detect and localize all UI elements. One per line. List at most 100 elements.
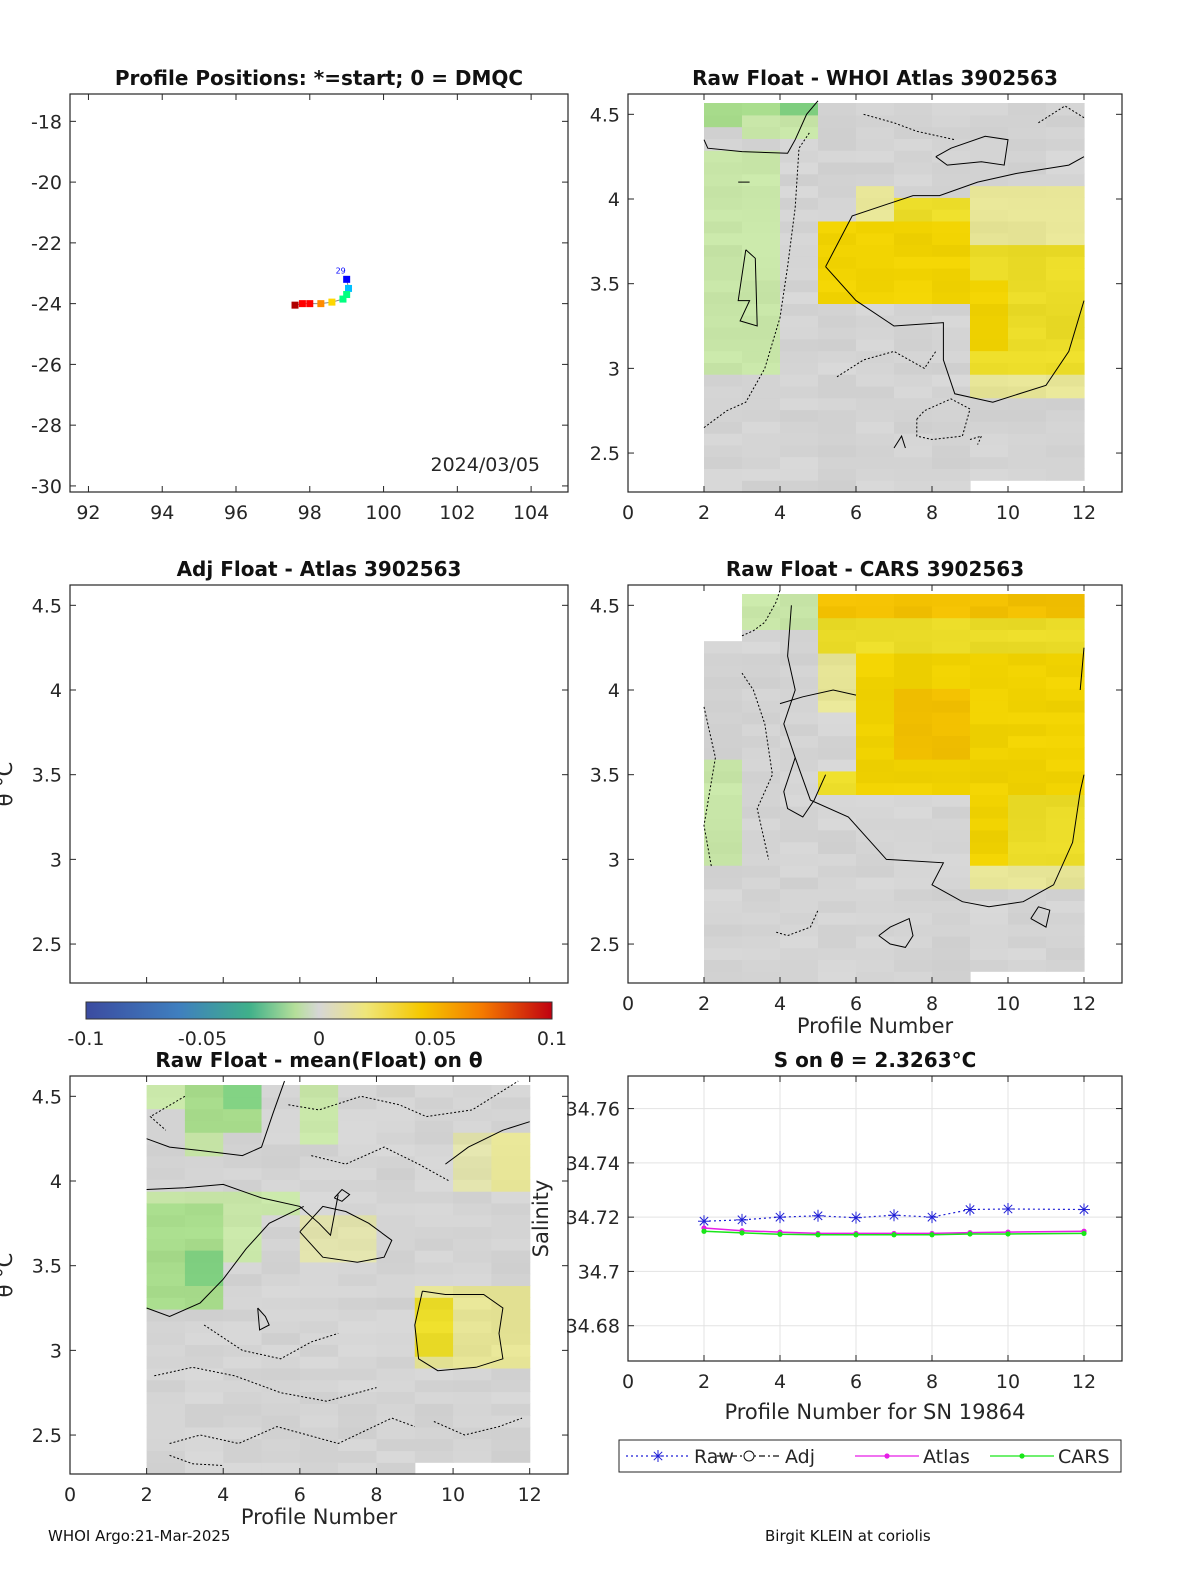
heatmap-cell — [780, 688, 819, 701]
heatmap-cell — [856, 456, 895, 470]
heatmap-cell — [184, 1238, 224, 1251]
heatmap-cell — [970, 433, 1009, 446]
heatmap-cell — [780, 173, 819, 187]
heatmap-cell — [894, 362, 933, 375]
x-tick-label: 2 — [698, 993, 710, 1015]
heatmap-cell — [453, 1391, 492, 1404]
heatmap-cell — [1046, 782, 1085, 795]
heatmap-cell — [1046, 817, 1085, 831]
contour-line — [1079, 647, 1085, 691]
footer-right: Birgit KLEIN at coriolis — [765, 1527, 931, 1545]
text-layer: 92 94 96 98 100 102 104-18-20-22-24-26-28-30Pr… — [0, 66, 1110, 1529]
heatmap-cell — [704, 303, 743, 316]
heatmap-cell — [818, 735, 857, 748]
heatmap-cell — [856, 185, 895, 198]
heatmap-cell — [932, 806, 971, 819]
heatmap-cell — [780, 185, 819, 198]
legend-label-adj: Adj — [785, 1446, 815, 1468]
heatmap-cell — [704, 244, 743, 257]
heatmap-cell — [146, 1167, 186, 1180]
heatmap-cell — [299, 1120, 339, 1133]
heatmap-cell — [742, 256, 781, 269]
heatmap-cell — [376, 1367, 416, 1381]
heatmap-cell — [453, 1356, 492, 1369]
legend-marker — [653, 1451, 663, 1461]
heatmap-cell — [1046, 150, 1085, 163]
heatmap-cell — [1046, 291, 1085, 304]
heatmap-cell — [932, 829, 971, 843]
heatmap-cell — [223, 1367, 263, 1381]
heatmap-cell — [818, 641, 857, 654]
heatmap-cell — [894, 605, 933, 619]
heatmap-cell — [338, 1332, 378, 1345]
raw-point — [926, 1211, 938, 1224]
heatmap-cell — [742, 617, 781, 630]
heatmap-cell — [1008, 664, 1047, 678]
heatmap-cell — [223, 1226, 263, 1239]
heatmap-cell — [338, 1179, 378, 1192]
heatmap-cell — [704, 829, 743, 843]
heatmap-cell — [818, 374, 857, 387]
heatmap-cell — [299, 1238, 339, 1251]
heatmap-cell — [970, 397, 1009, 411]
heatmap-cell — [338, 1285, 378, 1298]
heatmap-cell — [970, 315, 1009, 328]
heatmap-cell — [1008, 138, 1047, 151]
heatmap-cell — [704, 782, 743, 795]
contour-line — [203, 1324, 339, 1360]
raw-point-stroke — [1003, 1204, 1013, 1214]
heatmap-cell — [818, 652, 857, 666]
y-tick-label: -22 — [31, 233, 62, 255]
heatmap-cell — [491, 1285, 531, 1298]
heatmap-cell — [932, 468, 971, 481]
heatmap-cell — [1008, 374, 1047, 387]
heatmap-cell — [491, 1096, 531, 1110]
heatmap-cell — [970, 617, 1009, 630]
heatmap-cell — [1008, 315, 1047, 328]
heatmap-cell — [970, 806, 1009, 819]
series-line-cars — [703, 1230, 1085, 1236]
heatmap-cell — [453, 1415, 492, 1428]
heatmap-cell — [338, 1143, 378, 1157]
heatmap-cell — [1008, 841, 1047, 854]
heatmap-cell — [704, 197, 743, 210]
heatmap-cell — [1046, 924, 1085, 937]
chart-title: Raw Float - mean(Float) on θ — [155, 1048, 482, 1072]
cars-point — [1005, 1231, 1011, 1237]
heatmap-cell — [453, 1332, 492, 1345]
heatmap-cell — [1008, 817, 1047, 831]
heatmap-cell — [742, 338, 781, 352]
heatmap-cell — [491, 1250, 531, 1263]
heatmap-cell — [414, 1214, 454, 1228]
heatmap-cell — [146, 1096, 186, 1110]
heatmap-cell — [1046, 444, 1085, 458]
heatmap-cell — [856, 256, 895, 269]
x-tick-label: 8 — [370, 1484, 382, 1506]
heatmap-cell — [299, 1403, 339, 1416]
heatmap-cell — [261, 1273, 301, 1286]
heatmap-cell — [1008, 594, 1047, 607]
heatmap-cell — [780, 303, 819, 316]
heatmap-cell — [780, 433, 819, 446]
heatmap-cell — [894, 161, 933, 175]
heatmap-cell — [742, 971, 781, 984]
heatmap-cell — [742, 103, 781, 116]
heatmap-cell — [818, 338, 857, 352]
heatmap-cell — [742, 197, 781, 210]
heatmap-cell — [894, 594, 933, 607]
heatmap-cell — [818, 935, 857, 949]
heatmap-cell — [894, 865, 933, 878]
x-tick-label: 10 — [996, 993, 1020, 1015]
heatmap-cell — [414, 1308, 454, 1322]
heatmap-cell — [894, 888, 933, 902]
heatmap-cell — [299, 1462, 339, 1475]
y-axis-label: θ °C — [0, 762, 17, 807]
heatmap-cell — [1046, 256, 1085, 269]
heatmap-cell — [970, 291, 1009, 304]
heatmap-cell — [453, 1120, 492, 1133]
heatmap-cell — [856, 409, 895, 422]
heatmap-cell — [338, 1379, 378, 1393]
heatmap-cell — [1046, 947, 1085, 961]
heatmap-cell — [223, 1143, 263, 1157]
heatmap-cell — [894, 397, 933, 411]
